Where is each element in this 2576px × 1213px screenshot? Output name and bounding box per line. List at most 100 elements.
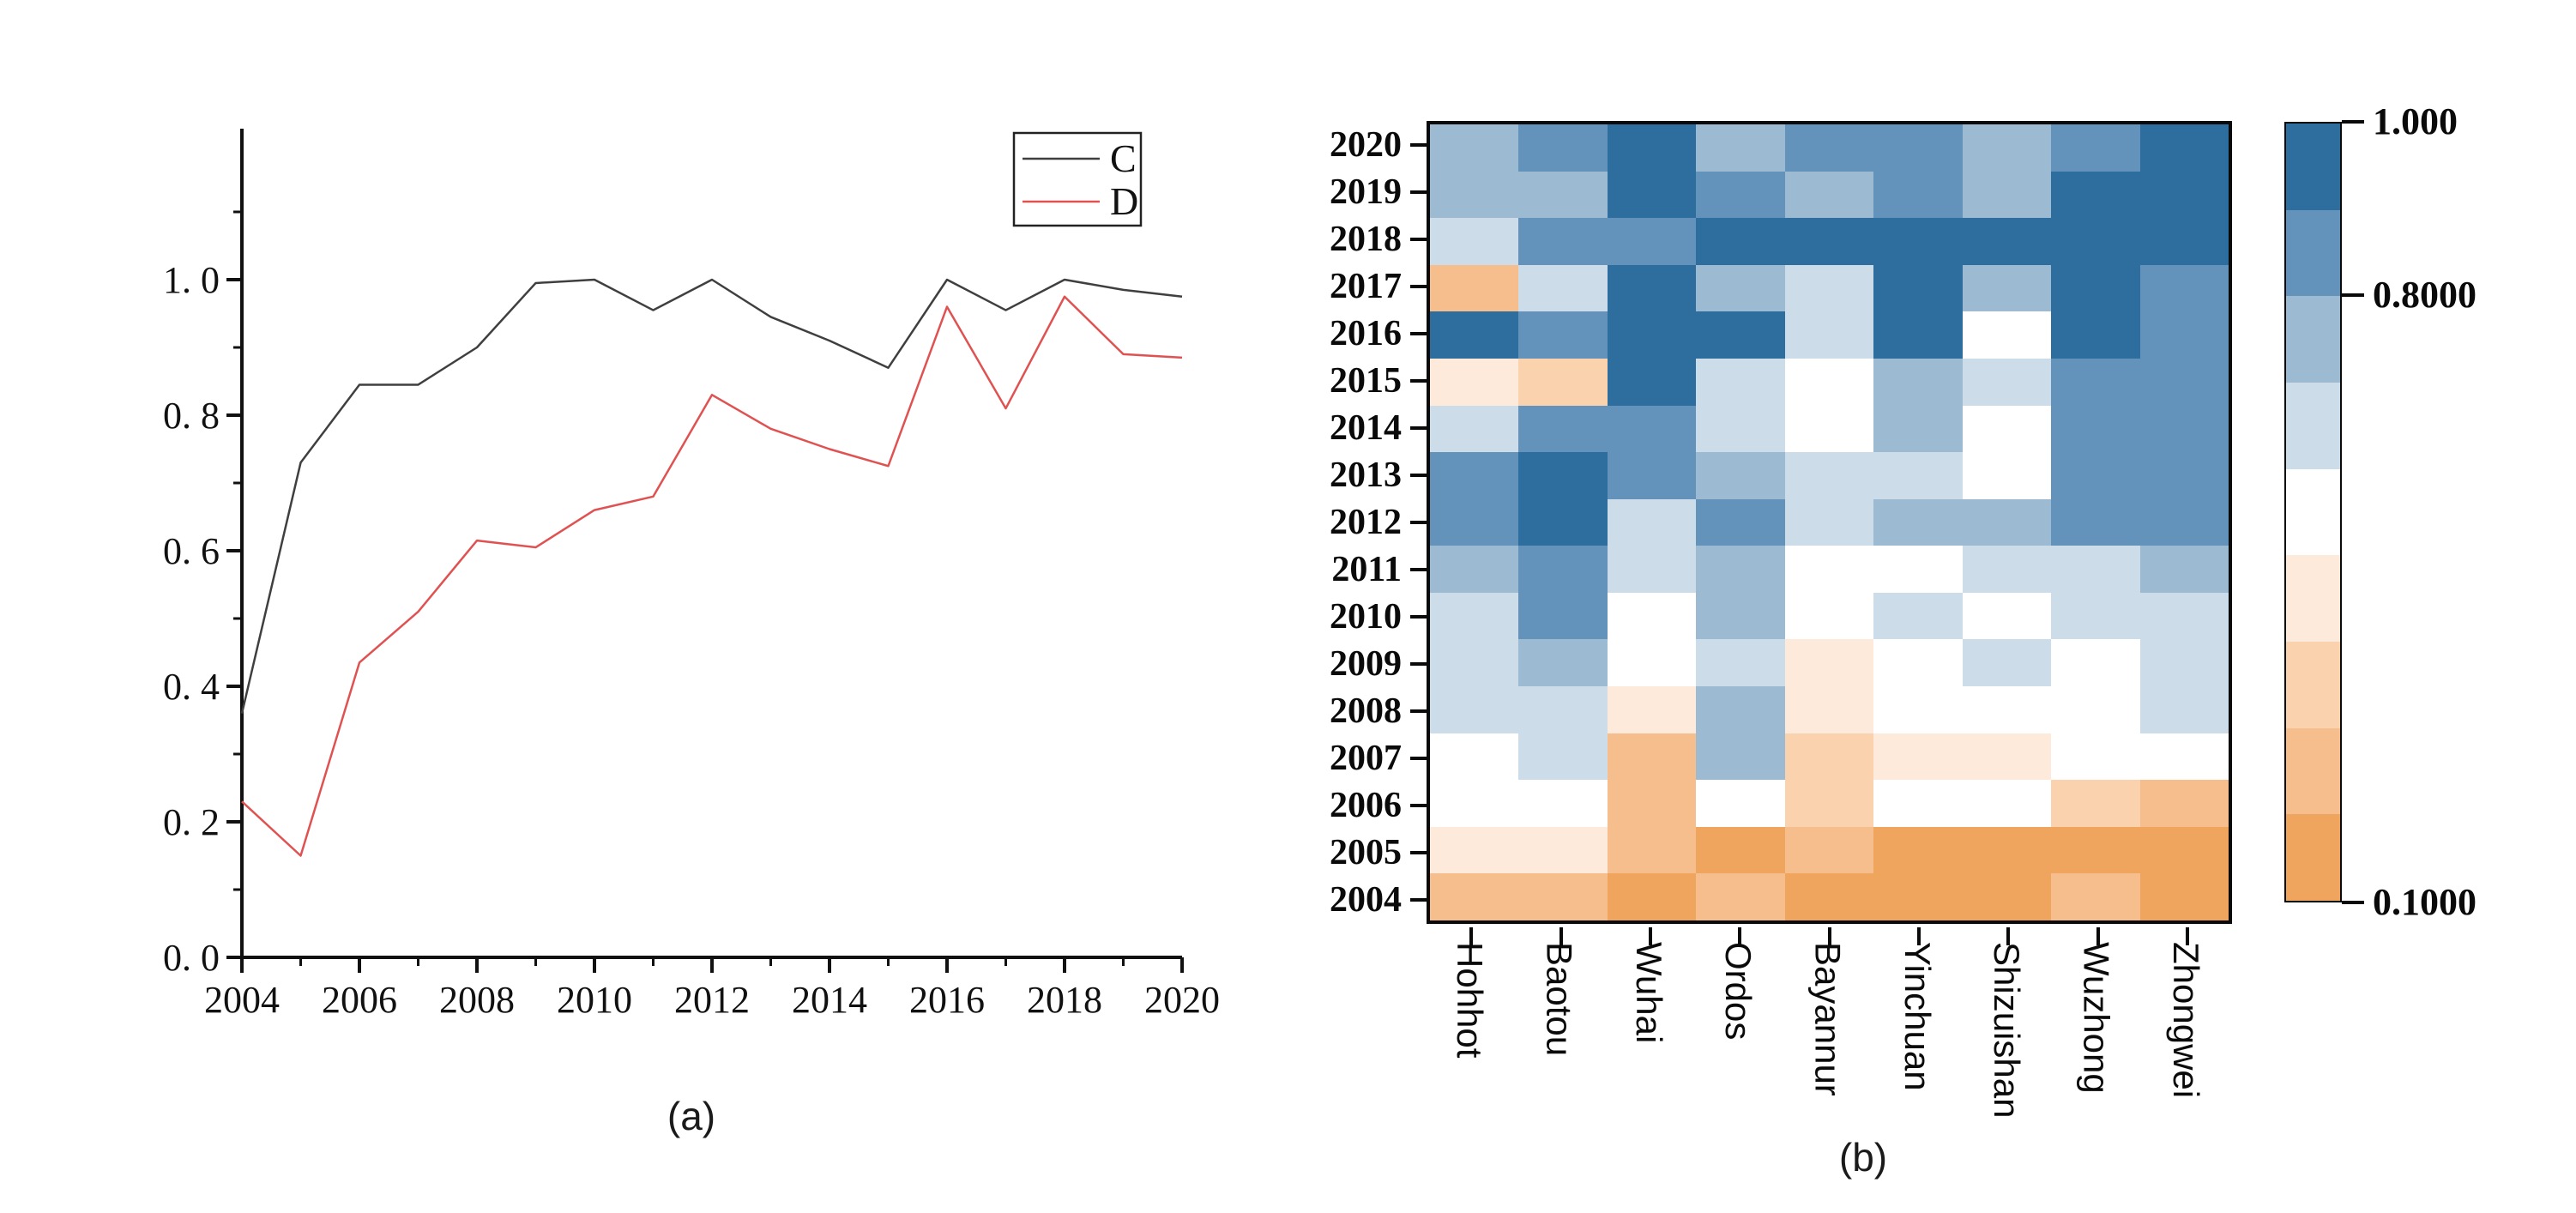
heatmap-cell-2009-Ordos xyxy=(1696,639,1785,687)
heatmap-cell-2012-Hohhot xyxy=(1430,498,1519,546)
heatmap-row-tick xyxy=(1410,568,1427,572)
heatmap-cell-2016-Wuzhong xyxy=(2051,311,2140,359)
heatmap-cell-2007-Bayannur xyxy=(1784,733,1874,781)
heatmap-cell-2014-Yinchuan xyxy=(1873,405,1963,453)
heatmap-row-label-2014: 2014 xyxy=(1330,407,1402,448)
heatmap-row-label-2009: 2009 xyxy=(1330,644,1402,685)
heatmap-cell-2015-Bayannur xyxy=(1784,358,1874,406)
heatmap-cell-2018-Zhongwei xyxy=(2139,218,2229,265)
colorbar-band-0.3-0.4 xyxy=(2286,642,2340,728)
heatmap-row-tick xyxy=(1410,378,1427,383)
heatmap-cell-2013-Wuhai xyxy=(1607,452,1697,499)
heatmap-row-label-2018: 2018 xyxy=(1330,219,1402,259)
heatmap-col-tick xyxy=(1827,927,1831,945)
x-tick-label: 2016 xyxy=(909,979,985,1021)
heatmap-cell-2004-Zhongwei xyxy=(2139,873,2229,920)
heatmap-cell-2008-Hohhot xyxy=(1430,686,1519,733)
heatmap-cell-2006-Yinchuan xyxy=(1873,780,1963,827)
heatmap-row-tick xyxy=(1410,757,1427,761)
heatmap-cell-2017-Zhongwei xyxy=(2139,264,2229,312)
legend-label-D: D xyxy=(1110,179,1138,223)
x-tick-label: 2010 xyxy=(557,979,632,1021)
heatmap-cell-2005-Zhongwei xyxy=(2139,826,2229,874)
heatmap-cell-2017-Bayannur xyxy=(1784,264,1874,312)
heatmap-row-tick xyxy=(1410,425,1427,430)
colorbar xyxy=(2284,122,2342,902)
heatmap-cell-2009-Hohhot xyxy=(1430,639,1519,687)
colorbar-tick-1.000 xyxy=(2342,120,2364,124)
heatmap-col-label-Hohhot: Hohhot xyxy=(1450,942,1491,1059)
heatmap-cell-2019-Zhongwei xyxy=(2139,171,2229,219)
heatmap-cell-2019-Baotou xyxy=(1518,171,1608,219)
heatmap-cell-2011-Wuhai xyxy=(1607,546,1697,593)
heatmap-cell-2016-Shizuishan xyxy=(1962,311,2052,359)
colorbar-band-0.5-0.6 xyxy=(2286,468,2340,556)
heatmap-col-tick xyxy=(2006,927,2011,945)
heatmap-cell-2011-Ordos xyxy=(1696,546,1785,593)
heatmap-col-label-Ordos: Ordos xyxy=(1718,942,1759,1041)
heatmap-row-label-2017: 2017 xyxy=(1330,266,1402,306)
heatmap-cell-2020-Hohhot xyxy=(1430,124,1519,172)
heatmap-cell-2006-Ordos xyxy=(1696,780,1785,827)
heatmap-cell-2007-Zhongwei xyxy=(2139,733,2229,781)
heatmap-grid xyxy=(1427,121,2232,924)
heatmap-cell-2005-Baotou xyxy=(1518,826,1608,874)
colorbar-tick-label-0.1000: 0.1000 xyxy=(2373,881,2476,923)
heatmap-row-label-2011: 2011 xyxy=(1331,550,1402,590)
heatmap-cell-2007-Wuhai xyxy=(1607,733,1697,781)
heatmap-cell-2004-Wuhai xyxy=(1607,873,1697,920)
heatmap-cell-2011-Hohhot xyxy=(1430,546,1519,593)
heatmap-cell-2009-Wuzhong xyxy=(2051,639,2140,687)
heatmap-row-tick xyxy=(1410,615,1427,619)
heatmap-cell-2012-Baotou xyxy=(1518,498,1608,546)
heatmap-row-tick xyxy=(1410,142,1427,147)
heatmap-cell-2018-Wuhai xyxy=(1607,218,1697,265)
y-tick-label: 0. 0 xyxy=(163,937,220,979)
heatmap-row-label-2019: 2019 xyxy=(1330,172,1402,212)
heatmap-cell-2015-Wuhai xyxy=(1607,358,1697,406)
heatmap-cell-2012-Shizuishan xyxy=(1962,498,2052,546)
heatmap-cell-2005-Wuhai xyxy=(1607,826,1697,874)
heatmap-cell-2004-Hohhot xyxy=(1430,873,1519,920)
heatmap-cell-2016-Yinchuan xyxy=(1873,311,1963,359)
heatmap-cell-2005-Bayannur xyxy=(1784,826,1874,874)
heatmap-row-tick xyxy=(1410,898,1427,902)
colorbar-band-0.2-0.3 xyxy=(2286,727,2340,815)
heatmap-cell-2010-Baotou xyxy=(1518,592,1608,640)
heatmap-cell-2006-Bayannur xyxy=(1784,780,1874,827)
heatmap-cell-2009-Shizuishan xyxy=(1962,639,2052,687)
heatmap-cell-2016-Baotou xyxy=(1518,311,1608,359)
heatmap-cell-2009-Baotou xyxy=(1518,639,1608,687)
heatmap-cell-2010-Yinchuan xyxy=(1873,592,1963,640)
heatmap-cell-2011-Shizuishan xyxy=(1962,546,2052,593)
heatmap-cell-2013-Zhongwei xyxy=(2139,452,2229,499)
legend-box xyxy=(1012,131,1143,227)
heatmap-cell-2020-Bayannur xyxy=(1784,124,1874,172)
heatmap-cell-2008-Bayannur xyxy=(1784,686,1874,733)
heatmap-cell-2016-Bayannur xyxy=(1784,311,1874,359)
heatmap-cell-2004-Ordos xyxy=(1696,873,1785,920)
colorbar-band-0.4-0.5 xyxy=(2286,555,2340,643)
colorbar-band-0.6-0.7 xyxy=(2286,383,2340,469)
heatmap-col-label-Zhongwei: Zhongwei xyxy=(2165,942,2206,1099)
colorbar-band-0.1-0.2 xyxy=(2286,814,2340,902)
heatmap-cell-2004-Shizuishan xyxy=(1962,873,2052,920)
heatmap-cell-2014-Ordos xyxy=(1696,405,1785,453)
heatmap-row-tick xyxy=(1410,284,1427,288)
heatmap-row-label-2013: 2013 xyxy=(1330,455,1402,495)
heatmap-cell-2009-Zhongwei xyxy=(2139,639,2229,687)
heatmap-cell-2007-Baotou xyxy=(1518,733,1608,781)
heatmap-cell-2006-Wuhai xyxy=(1607,780,1697,827)
panel-a: 0. 0 0. 2 0. 4 0. 6 0. 8 1. 0 2004 2006 2008 2010… xyxy=(163,129,1220,1138)
y-tick-label: 0. 2 xyxy=(163,801,220,843)
heatmap-cell-2011-Bayannur xyxy=(1784,546,1874,593)
series-line-C xyxy=(240,278,1183,714)
heatmap-cell-2012-Zhongwei xyxy=(2139,498,2229,546)
heatmap-cell-2010-Shizuishan xyxy=(1962,592,2052,640)
heatmap-cell-2007-Yinchuan xyxy=(1873,733,1963,781)
heatmap-cell-2014-Zhongwei xyxy=(2139,405,2229,453)
heatmap-cell-2015-Wuzhong xyxy=(2051,358,2140,406)
heatmap-row-tick xyxy=(1410,473,1427,477)
y-tick-label: 0. 4 xyxy=(163,666,220,708)
heatmap-cell-2013-Yinchuan xyxy=(1873,452,1963,499)
